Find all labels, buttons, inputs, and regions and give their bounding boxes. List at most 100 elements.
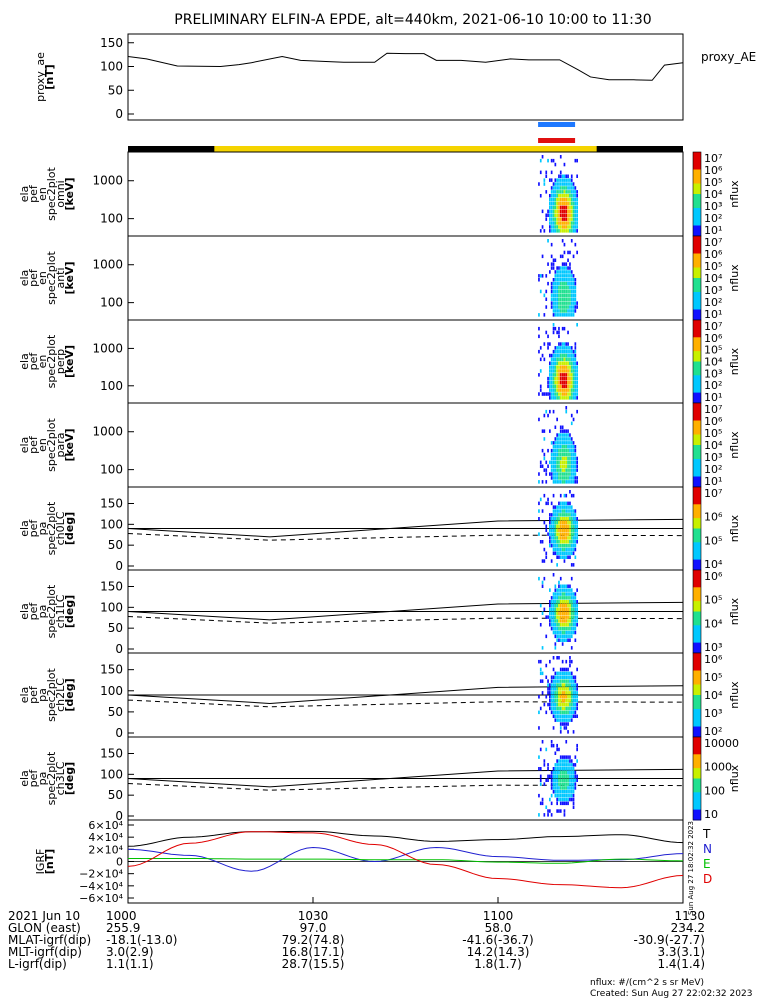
spectrogram-cell — [554, 751, 557, 755]
spectrogram-cell — [565, 547, 568, 552]
spectrogram-cell — [541, 584, 544, 588]
spectrogram-cell — [567, 342, 569, 346]
spectrogram-cell — [572, 293, 575, 298]
spectrogram-cell — [561, 759, 564, 763]
panel-frame — [127, 235, 684, 321]
spectrogram-cell — [576, 323, 578, 327]
colorbar-label: nflux — [728, 597, 741, 625]
colorbar-tick-label: 10000 — [704, 737, 739, 750]
spectrogram-cell — [570, 659, 573, 664]
spectrogram-cell — [572, 373, 575, 377]
spectrogram-cell — [569, 702, 571, 707]
spectrogram-cell — [570, 623, 573, 627]
spectrogram-cell — [554, 675, 557, 679]
spectrogram-cell — [569, 710, 571, 715]
spectrogram-cell — [569, 201, 571, 206]
spectrogram-cell — [538, 767, 540, 771]
spectrogram-cell — [559, 547, 562, 552]
spectrogram-cell — [558, 509, 560, 513]
colorbar-step — [693, 480, 701, 484]
spectrogram-cell — [545, 468, 548, 472]
spectrogram-cell — [569, 376, 571, 381]
spectrogram-cell — [565, 297, 568, 301]
colorbar-tick-label: 10⁵ — [704, 427, 722, 440]
spectrogram-cell — [565, 293, 568, 298]
spectrogram-cell — [574, 297, 577, 301]
spectrogram-cell — [563, 501, 566, 506]
spectrogram-cell — [572, 679, 575, 683]
spectrogram-cell — [569, 472, 571, 476]
spectrogram-cell — [561, 480, 564, 484]
spectrogram-cell — [569, 365, 571, 369]
spectrogram-cell — [569, 679, 571, 683]
spectrogram-cell — [561, 509, 564, 513]
spectrogram-cell — [541, 448, 544, 453]
spectrogram-cell — [559, 437, 562, 441]
spectrogram-cell — [556, 536, 558, 540]
spectrogram-cell — [567, 201, 569, 206]
spectrogram-cell — [563, 718, 566, 722]
colorbar-step — [693, 615, 701, 619]
colorbar-step — [693, 295, 701, 300]
spectrogram-cell — [556, 441, 558, 445]
spectrogram-cell — [559, 520, 562, 525]
spectrogram-cell — [552, 456, 555, 461]
spectrogram-cell — [574, 782, 577, 786]
spectrogram-cell — [574, 305, 577, 309]
spectrogram-cell — [565, 182, 568, 186]
spectrogram-cell — [550, 778, 553, 782]
spectrogram-cell — [552, 626, 555, 631]
spectrogram-cell — [552, 258, 555, 262]
igrf-legend-N: N — [703, 842, 712, 856]
spectrogram-cell — [556, 710, 558, 715]
spectrogram-cell — [556, 297, 558, 301]
spectrogram-cell — [538, 417, 540, 422]
spectrogram-cell — [559, 675, 562, 679]
spectrogram-cell — [567, 634, 569, 639]
spectrogram-cell — [576, 706, 578, 711]
spectrogram-cell — [574, 448, 577, 453]
spectrogram-cell — [567, 305, 569, 309]
spectrogram-cell — [569, 305, 571, 309]
spectrogram-cell — [550, 691, 553, 695]
spectrogram-cell — [572, 687, 575, 691]
spectrogram-cell — [552, 547, 555, 552]
colorbar-step — [693, 628, 701, 633]
spectrogram-cell — [563, 221, 566, 225]
spectrogram-cell — [552, 667, 555, 672]
spectrogram-cell — [570, 596, 573, 600]
spectrogram-cell — [576, 743, 578, 748]
spectrogram-cell — [563, 353, 566, 358]
spectrogram-cell — [549, 213, 551, 217]
spectrogram-cell — [543, 413, 546, 418]
spectrogram-cell — [572, 197, 575, 202]
colorbar-step — [693, 431, 701, 435]
spectrogram-cell — [552, 782, 555, 786]
spectrogram-cell — [549, 353, 551, 358]
spectrogram-cell — [558, 671, 560, 676]
spectrogram-cell — [565, 687, 568, 691]
colorbar-tick-label: 10² — [704, 379, 722, 392]
spectrogram-cell — [559, 205, 562, 210]
spectrogram-cell — [559, 592, 562, 596]
spectrogram-cell — [552, 675, 555, 679]
spectrogram-cell — [574, 289, 577, 294]
colorbar-tick-label: 10¹ — [704, 224, 722, 237]
spectrogram-cell — [565, 468, 568, 472]
spectrogram-cell — [570, 480, 573, 484]
colorbar-step — [693, 737, 701, 741]
spectrogram-cell — [552, 702, 555, 707]
spectrogram-cell — [569, 505, 571, 509]
colorbar-step — [693, 778, 701, 783]
spectrogram-cell — [572, 600, 575, 604]
spectrogram-cell — [554, 472, 557, 476]
spectrogram-cell — [572, 532, 575, 536]
spectrogram-cell — [561, 464, 564, 468]
spectrogram-cell — [570, 221, 573, 225]
spectrogram-cell — [538, 813, 540, 817]
spectrogram-cell — [567, 278, 569, 282]
panel-ylabel-line: en — [36, 438, 49, 452]
spectrogram-cell — [559, 289, 562, 294]
colorbar-step — [693, 712, 701, 717]
spectrogram-cell — [554, 646, 557, 650]
